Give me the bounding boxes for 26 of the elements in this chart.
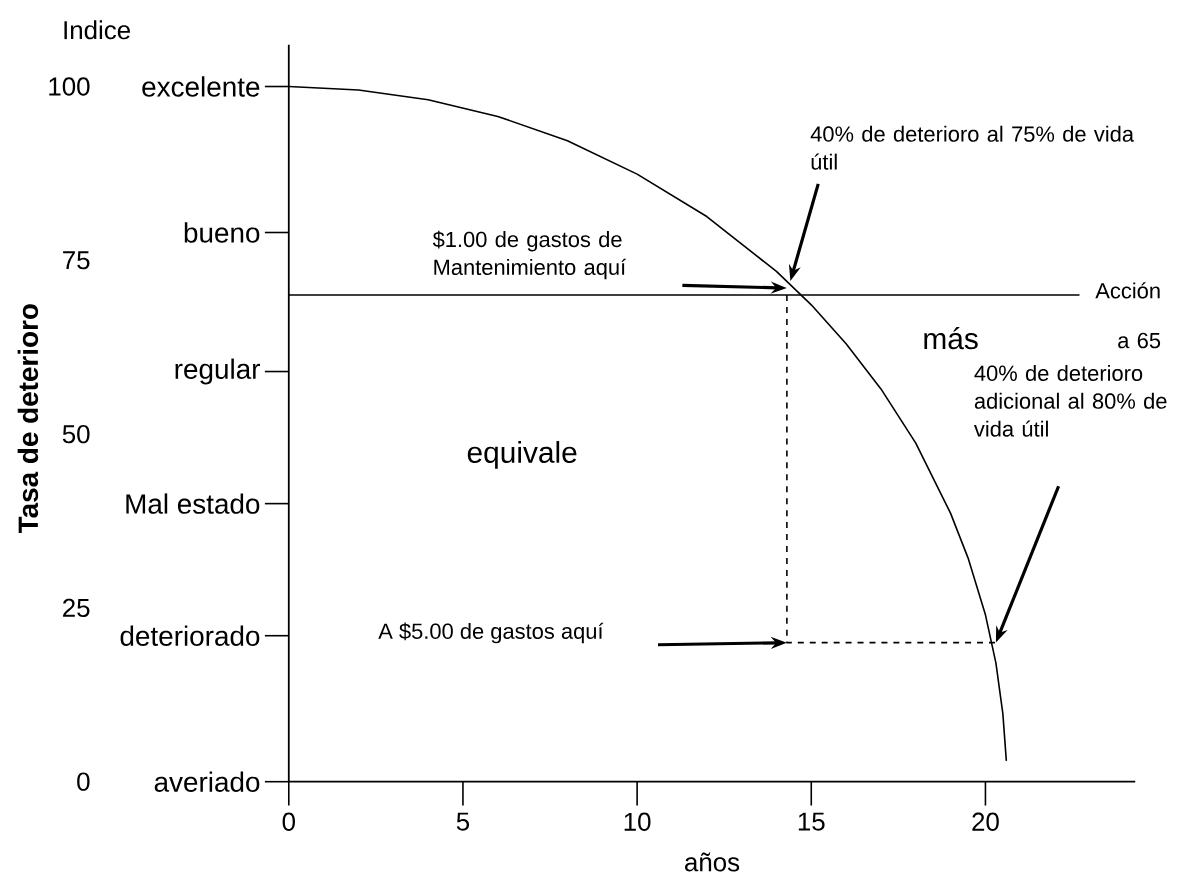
y-tick-label: 75 (63, 251, 90, 270)
text: bueno (184, 222, 260, 243)
annotation: A $5.00 de gastos aquí (378, 622, 604, 644)
annotation: 40% de deterioro adicional al 80% de vida útil (973, 364, 1167, 437)
annotation: equivale (467, 441, 577, 469)
y-tick-label: 50 (62, 424, 90, 444)
y-tick-label: 25 (63, 598, 90, 618)
text: excelente (142, 76, 260, 97)
text: regular (175, 358, 261, 385)
annotation: 40% de deterioro al 75% de vida útil (810, 125, 1135, 170)
x-axis-title: años (685, 852, 740, 872)
x-tick-label: 20 (972, 812, 999, 831)
text: Acción a 65 (1095, 282, 1161, 349)
x-tick-label: 10 (624, 812, 651, 831)
x-tick-label: 15 (798, 812, 825, 831)
y-tick-label: 0 (77, 772, 90, 791)
x-tick-label: 5 (456, 812, 470, 831)
y-axis-title: Tasa de deterioro (17, 304, 39, 534)
annotation: $1.00 de gastos de Mantenimiento aquí (432, 230, 627, 280)
text: averiado (154, 771, 260, 792)
y-tick-label: 100 (49, 77, 90, 96)
annotation: más (924, 327, 978, 350)
x-tick-label: 0 (282, 812, 295, 831)
text: Mal estado (126, 493, 260, 514)
text: deteriorado (120, 625, 260, 646)
y2-axis-title: Indice (64, 20, 130, 40)
